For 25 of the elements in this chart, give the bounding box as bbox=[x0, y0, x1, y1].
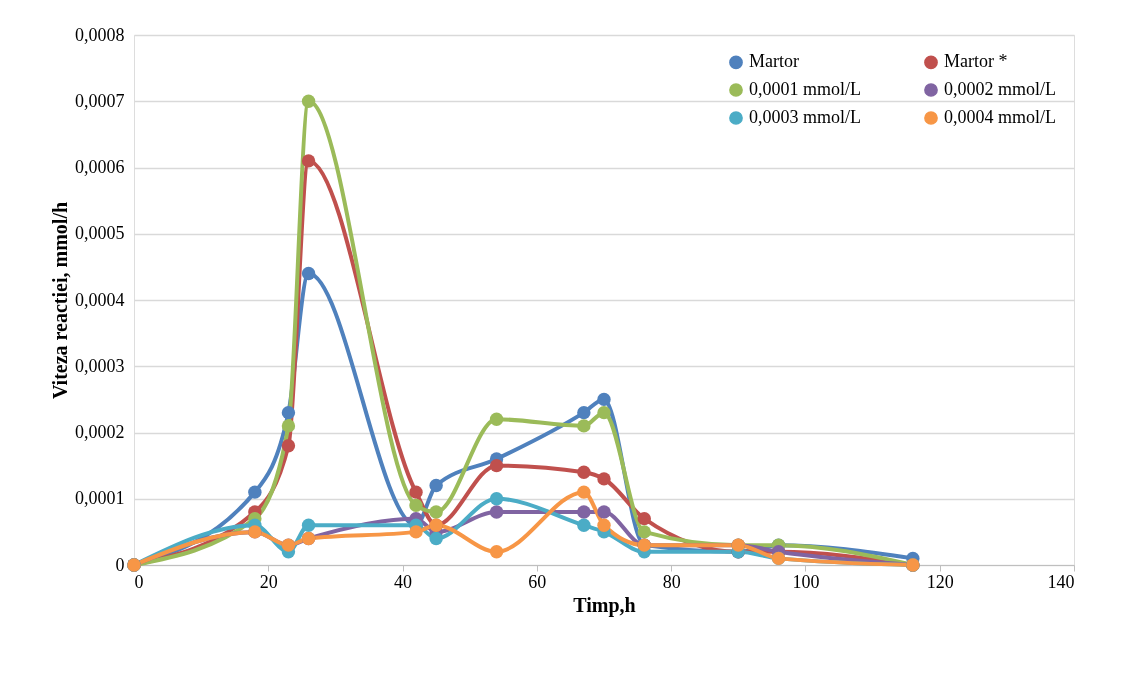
y-tick-label: 0,0004 bbox=[75, 289, 125, 310]
x-tick-label: 40 bbox=[394, 571, 413, 592]
y-axis-title: Viteza reactiei, mmol/h bbox=[49, 201, 71, 400]
legend-label: 0,0003 mmol/L bbox=[749, 107, 861, 127]
legend-label: Martor * bbox=[944, 51, 1008, 72]
y-tick-label: 0,0008 bbox=[75, 24, 125, 45]
y-tick-label: 0,0002 bbox=[75, 422, 125, 442]
x-tick-label: 140 bbox=[1047, 571, 1075, 592]
y-tick-label: 0,0003 bbox=[75, 355, 125, 376]
legend-label: 0,0001 mmol/L bbox=[749, 79, 861, 99]
legend-label: Martor bbox=[749, 51, 799, 72]
x-tick-label: 120 bbox=[926, 571, 954, 592]
x-tick-label: 60 bbox=[528, 571, 547, 592]
y-tick-label: 0,0007 bbox=[75, 90, 125, 111]
x-tick-label: 80 bbox=[662, 571, 681, 592]
x-axis-title: Timp,h bbox=[573, 593, 636, 617]
legend-label: 0,0004 mmol/L bbox=[944, 107, 1056, 127]
y-tick-label: 0,0005 bbox=[75, 223, 125, 244]
y-tick-label: 0 bbox=[115, 554, 125, 575]
x-tick-label: 20 bbox=[259, 571, 278, 592]
y-tick-label: 0,0001 bbox=[75, 488, 125, 509]
legend-label: 0,0002 mmol/L bbox=[944, 79, 1056, 99]
y-tick-label: 0,0006 bbox=[75, 157, 125, 177]
x-tick-label: 0 bbox=[134, 571, 144, 592]
x-tick-label: 100 bbox=[792, 571, 820, 592]
